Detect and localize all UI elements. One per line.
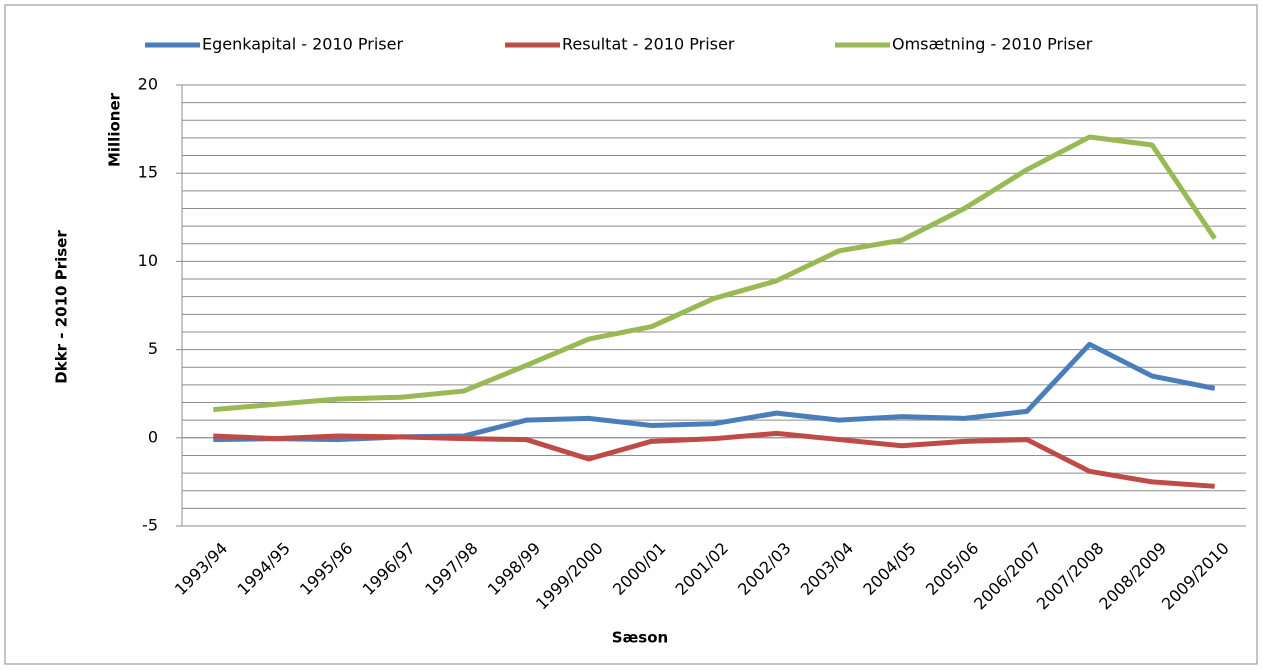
y-axis-label: Dkkr - 2010 Priser <box>53 230 71 384</box>
y-tick-label: -5 <box>142 516 158 535</box>
y-unit-label: Millioner <box>106 92 124 167</box>
y-tick-label: 20 <box>138 75 158 94</box>
x-axis-label: Sæson <box>612 629 668 647</box>
legend-label: Resultat - 2010 Priser <box>562 35 735 54</box>
y-tick-label: 15 <box>138 163 158 182</box>
series-line <box>213 134 1217 413</box>
y-tick-label: 5 <box>148 339 158 358</box>
legend-label: Omsætning - 2010 Priser <box>892 35 1093 54</box>
chart-frame <box>4 4 1258 665</box>
series-line <box>213 430 1215 489</box>
y-tick-label: 0 <box>148 427 158 446</box>
y-tick-label: 10 <box>138 251 158 270</box>
legend-label: Egenkapital - 2010 Priser <box>202 35 403 54</box>
